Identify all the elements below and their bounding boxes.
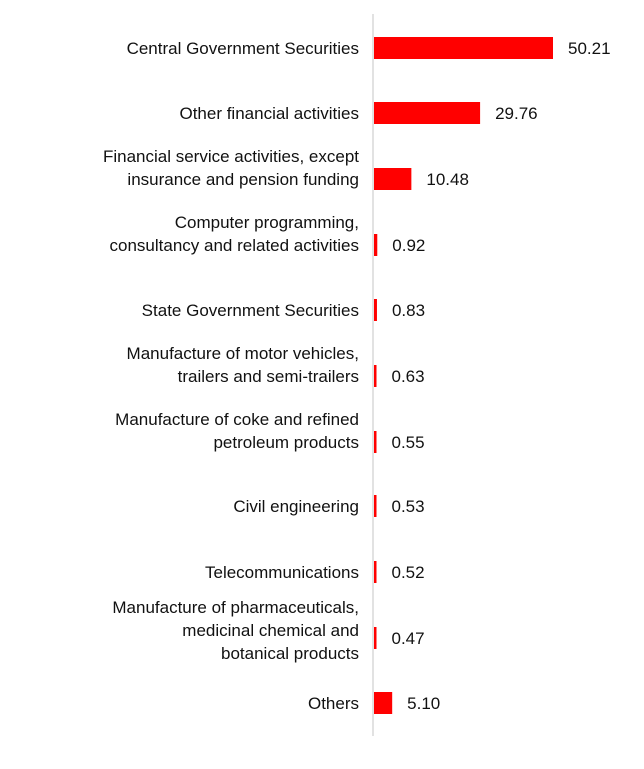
category-label-line: Computer programming, [175,213,359,232]
category-label-line: Central Government Securities [127,39,359,58]
value-label-3: 0.92 [392,236,425,255]
value-label-10: 5.10 [407,694,440,713]
category-label-10: Others [308,694,359,713]
category-label-line: insurance and pension funding [127,170,359,189]
category-label-2: Financial service activities, except insu… [103,147,359,189]
category-label-8: Telecommunications [205,563,359,582]
category-label-line: Telecommunications [205,563,359,582]
value-label-8: 0.52 [392,563,425,582]
bars-group [374,37,553,714]
bar-4 [374,299,377,321]
category-label-3: Computer programming, consultancy and rel… [110,213,359,255]
category-label-line: trailers and semi-trailers [178,367,359,386]
category-labels-group: Central Government Securities Other finan… [103,39,359,713]
bar-8 [374,561,377,583]
category-label-line: Manufacture of motor vehicles, [127,344,359,363]
value-label-2: 10.48 [426,170,469,189]
category-label-line: medicinal chemical and [182,621,359,640]
category-label-0: Central Government Securities [127,39,359,58]
bar-0 [374,37,553,59]
category-label-line: consultancy and related activities [110,236,359,255]
value-labels-group: 50.21 29.76 10.48 0.92 0.83 0.63 0.55 0.53 0.52 0… [392,39,611,713]
category-label-line: Manufacture of coke and refined [115,410,359,429]
value-label-5: 0.63 [392,367,425,386]
bar-7 [374,495,377,517]
category-label-line: Civil engineering [233,497,359,516]
value-label-0: 50.21 [568,39,611,58]
value-label-9: 0.47 [392,629,425,648]
category-label-line: Other financial activities [179,104,359,123]
category-label-9: Manufacture of pharmaceuticals, medicinal… [112,598,359,663]
bar-3 [374,234,378,256]
bar-2 [374,168,412,190]
category-label-5: Manufacture of motor vehicles, trailers a… [127,344,359,386]
value-label-4: 0.83 [392,301,425,320]
value-label-7: 0.53 [392,497,425,516]
bar-10 [374,692,393,714]
value-label-6: 0.55 [392,433,425,452]
category-label-line: Manufacture of pharmaceuticals, [112,598,359,617]
category-label-1: Other financial activities [179,104,359,123]
category-label-4: State Government Securities [142,301,359,320]
category-label-line: Financial service activities, except [103,147,359,166]
bar-6 [374,431,377,453]
bar-5 [374,365,377,387]
category-label-line: Others [308,694,359,713]
category-label-line: botanical products [221,644,359,663]
category-label-6: Manufacture of coke and refined petroleum… [115,410,359,452]
category-label-line: State Government Securities [142,301,359,320]
bar-9 [374,627,377,649]
bar-1 [374,102,481,124]
value-label-1: 29.76 [495,104,538,123]
category-label-7: Civil engineering [233,497,359,516]
category-label-line: petroleum products [213,433,359,452]
